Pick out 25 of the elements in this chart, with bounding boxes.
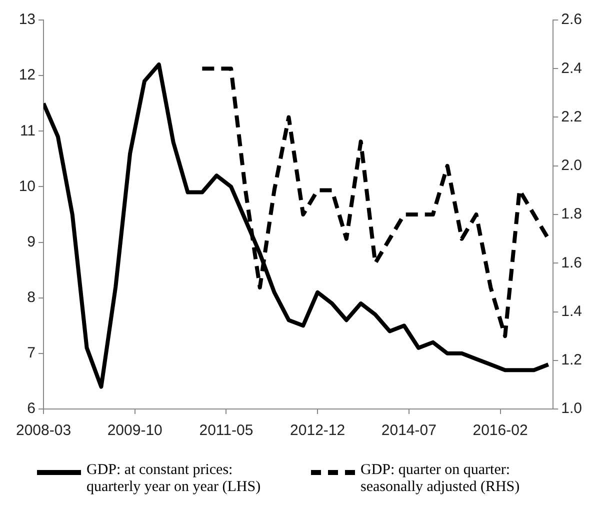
y2-tick-label: 2.6 — [561, 11, 582, 28]
y2-tick-label: 1.0 — [561, 400, 582, 418]
y-tick-label: 10 — [18, 178, 36, 195]
y2-tick-label: 1.8 — [561, 206, 582, 223]
legend-label: GDP: at constant prices: quarterly year on year (LHS) — [86, 462, 262, 496]
y2-tick-label: 2.0 — [561, 157, 582, 174]
x-tick-label: 2012-12 — [290, 422, 346, 440]
y-tick-label: 9 — [27, 233, 36, 250]
y-tick-label: 8 — [27, 289, 36, 306]
x-tick-label: 2014-07 — [381, 422, 436, 440]
y-tick-label: 7 — [27, 344, 36, 362]
x-tick-label: 2009-10 — [107, 422, 162, 440]
y-tick-label: 11 — [20, 122, 36, 140]
y2-tick-label: 2.2 — [561, 108, 582, 126]
x-tick-label: 2016-02 — [472, 422, 528, 440]
x-tick-label: 2011-05 — [199, 422, 254, 440]
y-tick-label: 13 — [18, 11, 36, 28]
x-tick-label: 2008-03 — [16, 422, 72, 440]
y-tick-label: 6 — [27, 400, 36, 418]
y2-tick-label: 2.4 — [561, 60, 582, 77]
y2-tick-label: 1.4 — [561, 302, 582, 320]
y2-tick-label: 1.6 — [561, 254, 582, 272]
legend-label: GDP: quarter on quarter: seasonally adjusted (RHS) — [360, 462, 521, 496]
y2-tick-label: 1.2 — [561, 352, 582, 369]
y-tick-label: 12 — [18, 66, 36, 84]
